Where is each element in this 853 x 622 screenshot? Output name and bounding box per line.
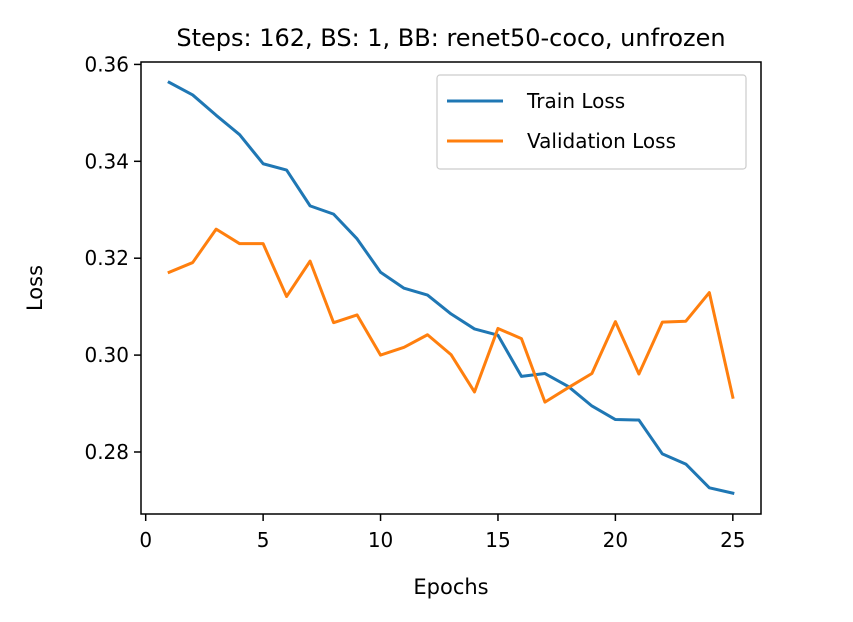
y-tick-label-0.28: 0.28	[84, 440, 129, 464]
y-axis-ticks: 0.28 0.30 0.32 0.34 0.36	[84, 52, 141, 464]
legend-frame	[436, 74, 747, 170]
y-tick-label-0.36: 0.36	[84, 52, 129, 76]
legend-label-train: Train Loss	[526, 89, 625, 113]
legend: Train Loss Validation Loss	[436, 74, 747, 170]
chart-title: Steps: 162, BS: 1, BB: renet50-coco, unf…	[176, 24, 725, 52]
y-tick-label-0.3: 0.30	[84, 343, 129, 367]
plot-frame	[140, 61, 762, 515]
x-tick-label-15: 15	[485, 528, 510, 552]
y-axis-label: Loss	[23, 265, 47, 311]
series-layer	[167, 80, 735, 495]
y-tick-label-0.32: 0.32	[84, 246, 129, 270]
x-axis-label: Epochs	[413, 575, 488, 599]
x-tick-label-20: 20	[603, 528, 628, 552]
x-tick-label-5: 5	[257, 528, 270, 552]
x-tick-label-0: 0	[139, 528, 152, 552]
x-tick-label-10: 10	[368, 528, 393, 552]
x-tick-label-25: 25	[720, 528, 745, 552]
y-tick-label-0.34: 0.34	[84, 149, 129, 173]
legend-label-validation: Validation Loss	[527, 129, 676, 153]
x-axis-ticks: 0 5 10 15 20 25	[139, 514, 746, 552]
